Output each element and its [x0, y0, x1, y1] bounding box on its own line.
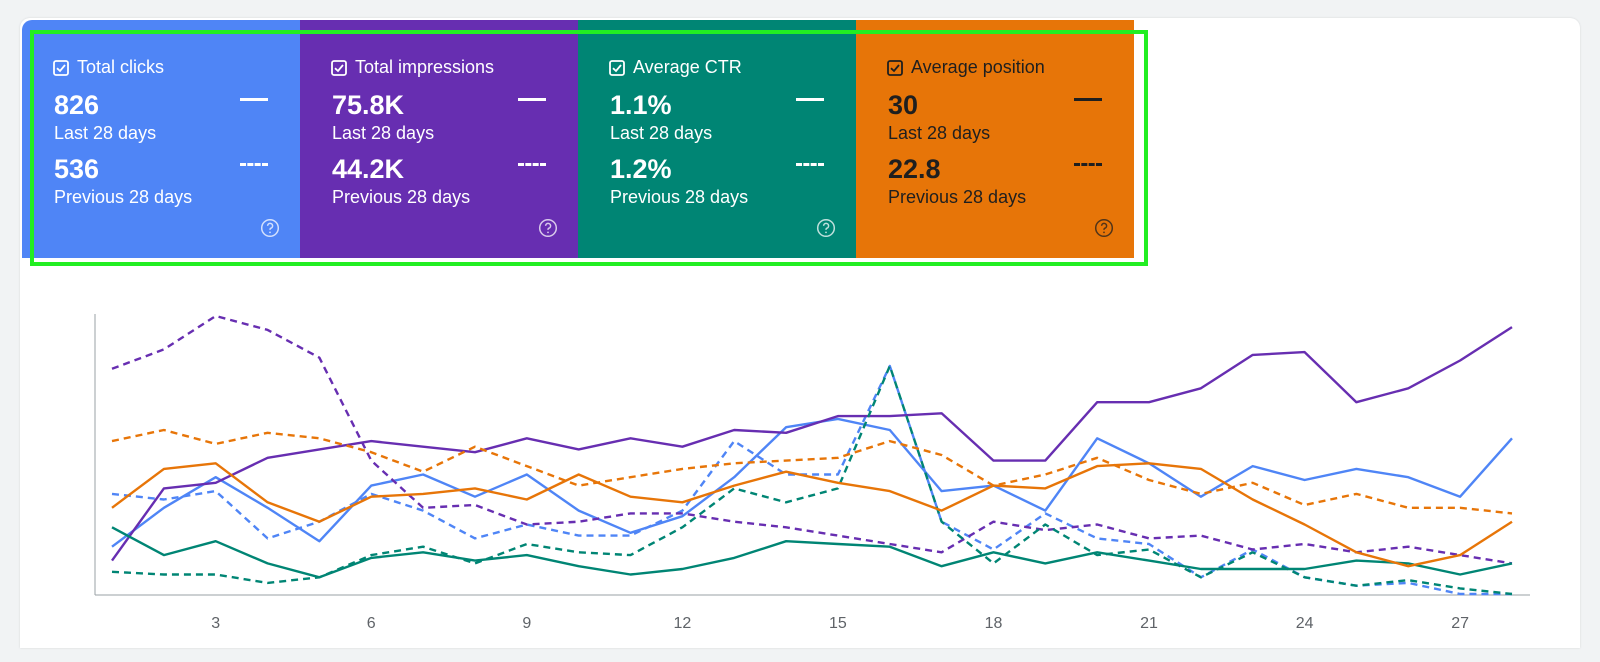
x-tick-label: 3 — [211, 615, 220, 632]
series-line-total-impressions-previous — [111, 314, 1513, 565]
checkbox-checked-icon[interactable] — [331, 59, 347, 76]
metric-toggle-total-clicks[interactable]: Total clicks — [53, 57, 164, 78]
series-layer — [111, 314, 1513, 596]
solid-line-legend-icon — [518, 98, 546, 101]
metric-toggle-average-ctr[interactable]: Average CTR — [609, 57, 742, 78]
metric-tile-average-position[interactable]: Average position 30 Last 28 days 22.8 Pr… — [856, 20, 1134, 258]
metric-previous-value: 44.2K — [332, 154, 405, 184]
metric-value: 826 — [54, 90, 100, 120]
metric-tiles: Total clicks 826 Last 28 days 536 Previo… — [22, 20, 1134, 258]
x-tick-labels: 3 6 9 12 15 18 21 24 27 — [211, 615, 1469, 632]
metric-period: Last 28 days — [332, 123, 435, 143]
x-tick-label: 21 — [1140, 615, 1158, 632]
help-icon[interactable] — [816, 218, 836, 238]
series-line-average-ctr-current — [111, 526, 1513, 579]
checkbox-checked-icon[interactable] — [609, 59, 625, 76]
checkbox-checked-icon[interactable] — [53, 59, 69, 76]
series-line-average-position-previous — [111, 428, 1513, 515]
series-line-average-position-current — [111, 462, 1513, 568]
metric-value: 75.8K — [332, 90, 405, 120]
series-line-total-impressions-current — [111, 326, 1513, 562]
series-line-average-ctr-previous — [111, 364, 1513, 596]
metric-label: Total clicks — [77, 57, 165, 77]
x-tick-label: 24 — [1296, 615, 1314, 632]
dashed-line-legend-icon — [1074, 163, 1102, 166]
x-tick-label: 15 — [829, 615, 847, 632]
metric-label: Average position — [911, 57, 1045, 77]
help-icon[interactable] — [1094, 218, 1114, 238]
x-tick-label: 9 — [522, 615, 531, 632]
metric-period: Last 28 days — [888, 123, 991, 143]
x-tick-label: 27 — [1451, 615, 1469, 632]
metric-tile-average-ctr[interactable]: Average CTR 1.1% Last 28 days 1.2% Previ… — [578, 20, 856, 258]
x-tick-label: 18 — [985, 615, 1003, 632]
metric-previous-value: 22.8 — [888, 154, 941, 184]
metric-toggle-total-impressions[interactable]: Total impressions — [331, 57, 494, 78]
dashed-line-legend-icon — [518, 163, 546, 166]
metric-previous-period: Previous 28 days — [332, 187, 471, 207]
solid-line-legend-icon — [796, 98, 824, 101]
metric-label: Average CTR — [633, 57, 742, 77]
help-icon[interactable] — [260, 218, 280, 238]
metric-period: Last 28 days — [610, 123, 713, 143]
x-tick-label: 6 — [367, 615, 376, 632]
metric-tile-total-clicks[interactable]: Total clicks 826 Last 28 days 536 Previo… — [22, 20, 300, 258]
help-icon[interactable] — [538, 218, 558, 238]
metric-toggle-average-position[interactable]: Average position — [887, 57, 1045, 78]
metric-previous-value: 1.2% — [610, 154, 672, 184]
dashed-line-legend-icon — [796, 163, 824, 166]
metric-previous-period: Previous 28 days — [888, 187, 1027, 207]
series-line-total-clicks-current — [111, 417, 1513, 548]
metric-previous-value: 536 — [54, 154, 100, 184]
metric-value: 1.1% — [610, 90, 672, 120]
metric-previous-period: Previous 28 days — [610, 187, 749, 207]
metric-value: 30 — [888, 90, 919, 120]
metric-tile-total-impressions[interactable]: Total impressions 75.8K Last 28 days 44.… — [300, 20, 578, 258]
solid-line-legend-icon — [1074, 98, 1102, 101]
metric-period: Last 28 days — [54, 123, 157, 143]
metric-label: Total impressions — [355, 57, 495, 77]
metric-previous-period: Previous 28 days — [54, 187, 193, 207]
dashed-line-legend-icon — [240, 163, 268, 166]
x-tick-label: 12 — [673, 615, 691, 632]
checkbox-checked-icon[interactable] — [887, 59, 903, 76]
solid-line-legend-icon — [240, 98, 268, 101]
series-line-total-clicks-previous — [111, 364, 1512, 596]
